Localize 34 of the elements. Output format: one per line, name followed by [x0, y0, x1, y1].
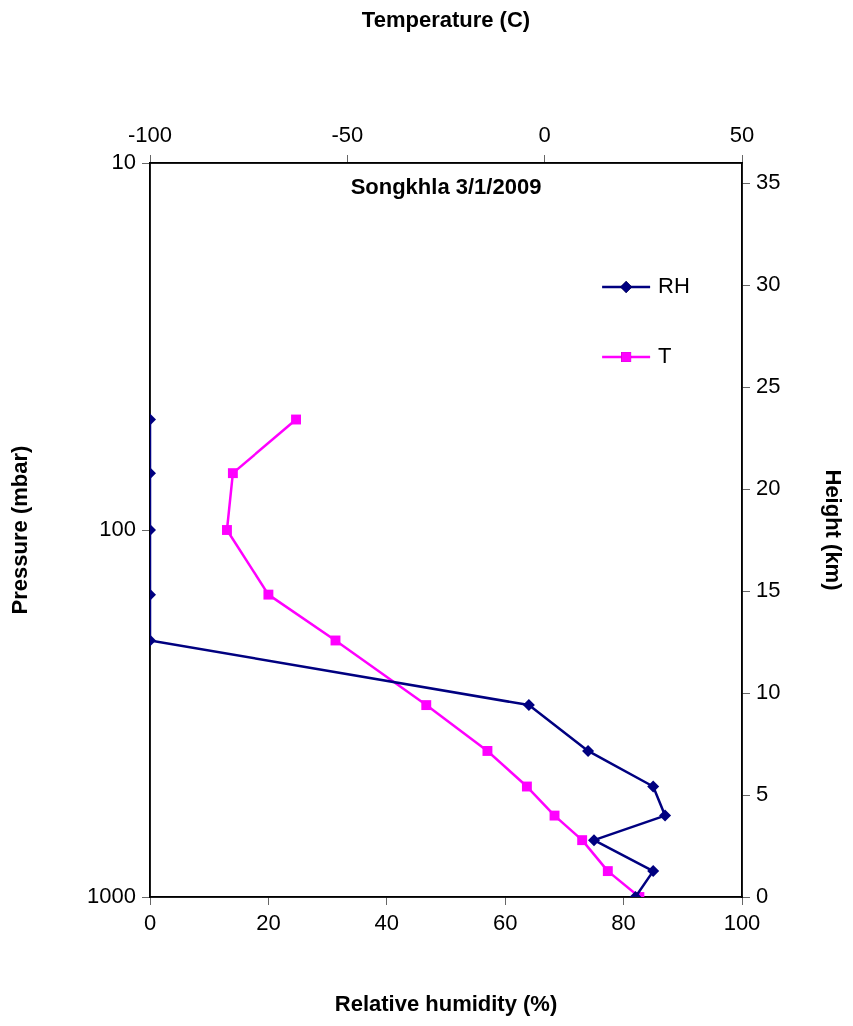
x-tick-label: 60: [492, 910, 518, 936]
text: Songkhla 3/1/2009: [350, 174, 542, 200]
x-tick-label: 100: [723, 910, 761, 936]
point: [659, 809, 672, 822]
x2-tick-label: -50: [331, 121, 364, 147]
x2-axis-title: Temperature (C): [361, 7, 531, 33]
point: [647, 865, 660, 878]
y2-tick-label: 30: [756, 271, 781, 297]
point: [582, 744, 595, 757]
y2-tick-label: 20: [756, 475, 781, 501]
y-tick-label: 100: [99, 516, 136, 542]
y2-tick-label: 15: [756, 577, 781, 603]
y-tick-label: 10: [111, 149, 136, 175]
y2-tick-label: 5: [756, 781, 769, 807]
point: [588, 834, 600, 847]
y2-tick-label: 0: [756, 883, 769, 909]
x-axis-title: Relative humidity (%): [334, 990, 558, 1016]
legend-label: RH: [658, 273, 690, 299]
y2-axis-title: Height (km): [820, 469, 846, 591]
x2-tick-label: -100: [127, 121, 173, 147]
point: [522, 699, 535, 712]
x2-tick-label: 50: [729, 121, 755, 147]
x-tick-label: 40: [374, 910, 400, 936]
y2-tick-label: 25: [756, 373, 781, 399]
x-tick-label: 20: [256, 910, 281, 936]
x2-tick-label: 0: [538, 121, 551, 147]
y2-tick-label: 10: [756, 679, 781, 705]
legend-label: T: [658, 343, 672, 369]
y-axis-title: Pressure (mbar): [7, 445, 33, 615]
x-tick-label: 80: [611, 910, 636, 936]
y-tick-label: 1000: [87, 883, 136, 909]
point: [647, 780, 660, 793]
x-tick-label: 0: [143, 910, 157, 936]
y2-tick-label: 35: [756, 169, 781, 195]
